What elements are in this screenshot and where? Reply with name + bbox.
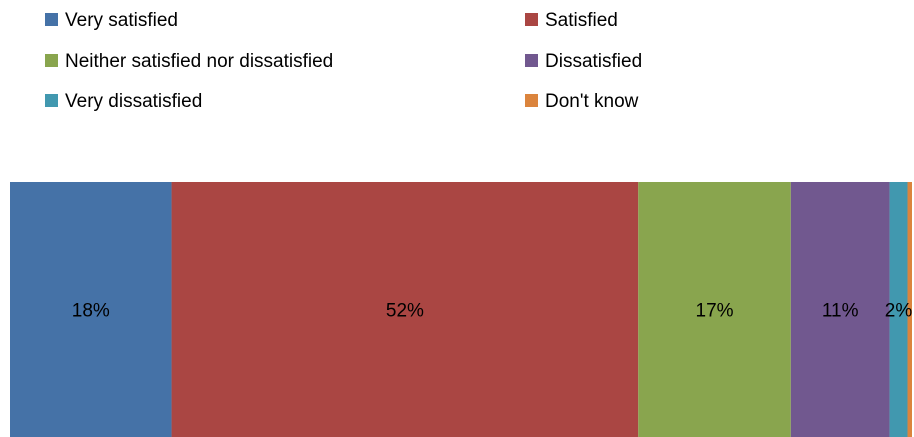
legend-item: Very dissatisfied bbox=[45, 91, 202, 112]
data-labels: 18% 52% 17% 11% 2% bbox=[72, 301, 913, 322]
legend-item: Neither satisfied nor dissatisfied bbox=[45, 51, 333, 72]
legend-item: Very satisfied bbox=[45, 10, 178, 31]
legend-label: Satisfied bbox=[545, 10, 618, 31]
legend-item: Satisfied bbox=[525, 10, 618, 31]
bar-segments bbox=[10, 182, 912, 437]
legend-swatch bbox=[525, 94, 538, 107]
legend-label: Dissatisfied bbox=[545, 51, 642, 72]
legend-swatch bbox=[45, 94, 58, 107]
bar-segment bbox=[790, 182, 890, 437]
bar-segment bbox=[171, 182, 639, 437]
data-label: 52% bbox=[386, 301, 424, 322]
data-label: 17% bbox=[696, 301, 734, 322]
legend-label: Don't know bbox=[545, 91, 639, 112]
legend-swatch bbox=[525, 13, 538, 26]
data-label: 2% bbox=[885, 301, 913, 322]
legend-item: Don't know bbox=[525, 91, 639, 112]
chart-legend: Very satisfied Satisfied Neither satisfied… bbox=[45, 10, 642, 112]
legend-label: Very satisfied bbox=[65, 10, 178, 31]
data-label: 11% bbox=[822, 301, 859, 322]
legend-swatch bbox=[45, 13, 58, 26]
legend-item: Dissatisfied bbox=[525, 51, 642, 72]
bar-segment bbox=[907, 182, 912, 437]
data-label: 18% bbox=[72, 301, 110, 322]
legend-label: Very dissatisfied bbox=[65, 91, 202, 112]
bar-segment bbox=[10, 182, 172, 437]
legend-swatch bbox=[45, 54, 58, 67]
bar-segment bbox=[638, 182, 791, 437]
legend-label: Neither satisfied nor dissatisfied bbox=[65, 51, 333, 72]
legend-swatch bbox=[525, 54, 538, 67]
bar-segment bbox=[889, 182, 908, 437]
